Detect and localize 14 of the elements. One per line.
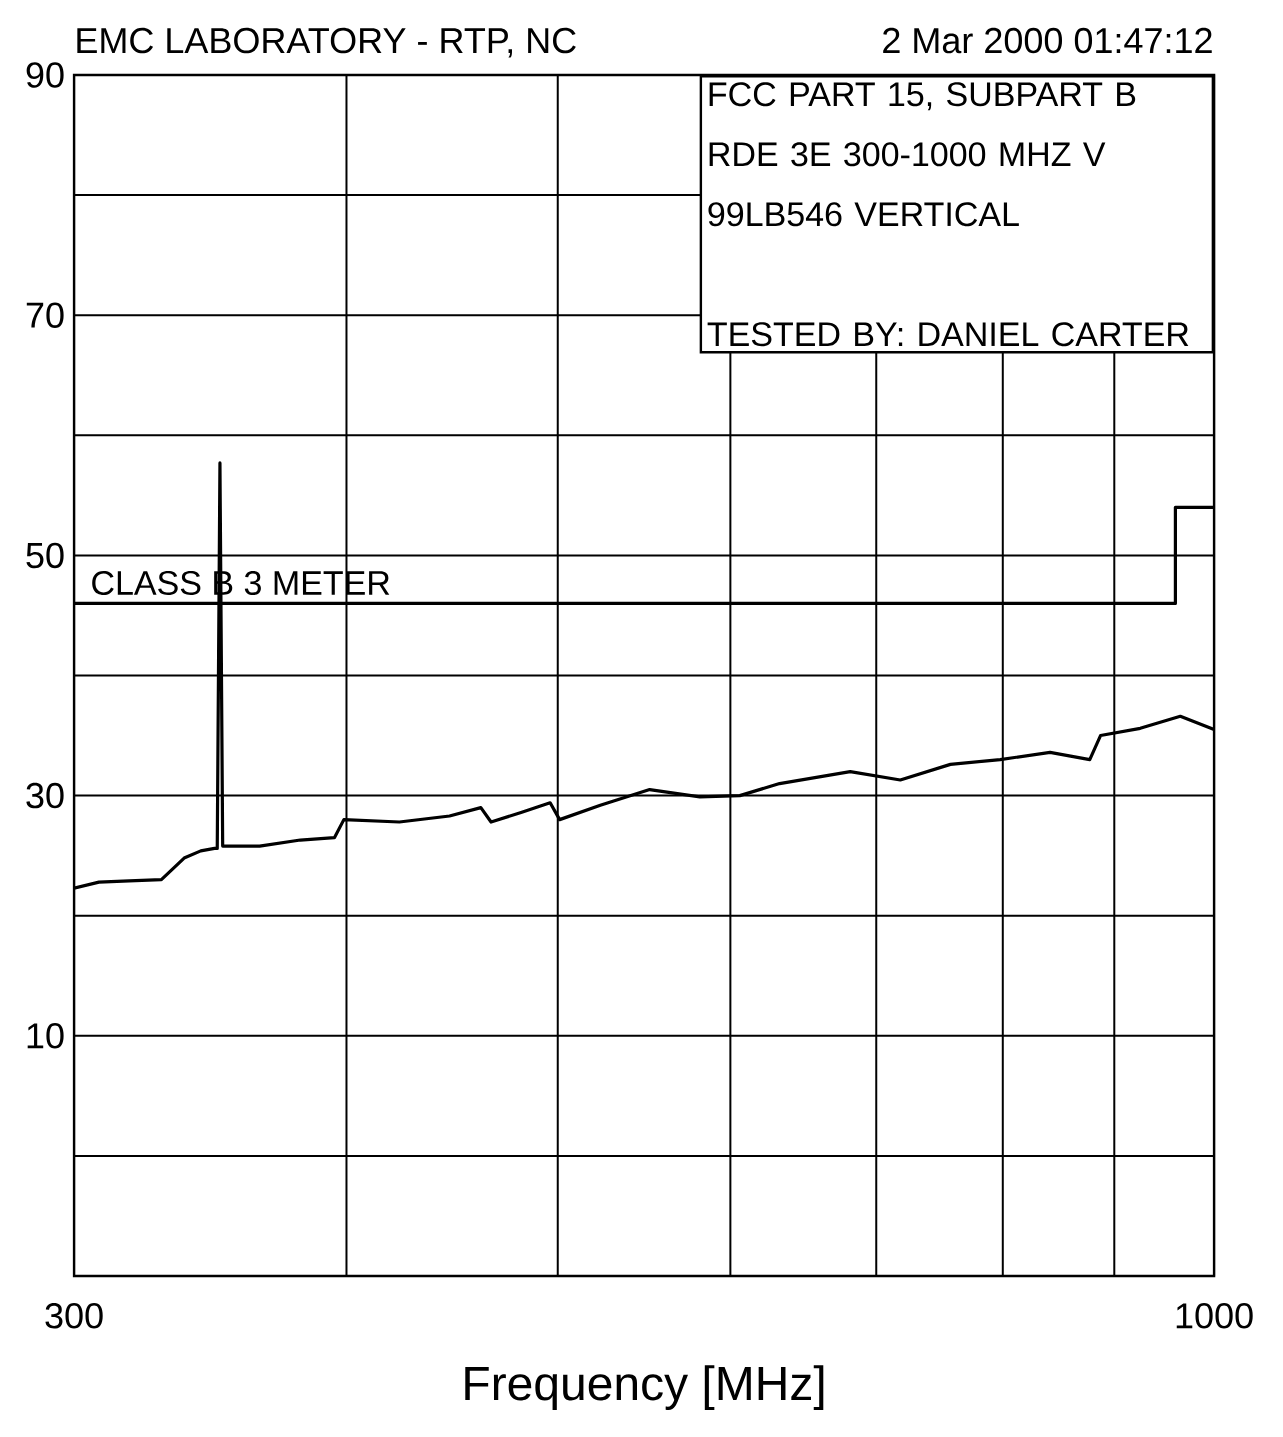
y-tick-label: 30: [26, 782, 64, 809]
y-tick-label: 90: [26, 62, 64, 88]
annotation: 99LB546 VERTICAL: [708, 202, 1019, 227]
chart-title: EMC LABORATORY - RTP, NC: [77, 27, 576, 58]
text: 2 Mar 2000 01:47:12: [883, 27, 1212, 54]
y-tick-label: 10: [27, 1023, 64, 1049]
annotation: TESTED BY: DANIEL CARTER: [707, 322, 1189, 347]
annotation: RDE 3E 300-1000 MHZ V: [709, 142, 1106, 167]
y-tick-label: 70: [26, 302, 64, 328]
annotation: FCC PART 15, SUBPART B: [709, 82, 1136, 111]
x-axis-title: Frequency [MHz]: [465, 1365, 824, 1410]
x-tick-label: 1000: [1176, 1303, 1253, 1329]
x-tick-label: 300: [45, 1303, 103, 1329]
y-tick-label: 50: [26, 542, 64, 569]
